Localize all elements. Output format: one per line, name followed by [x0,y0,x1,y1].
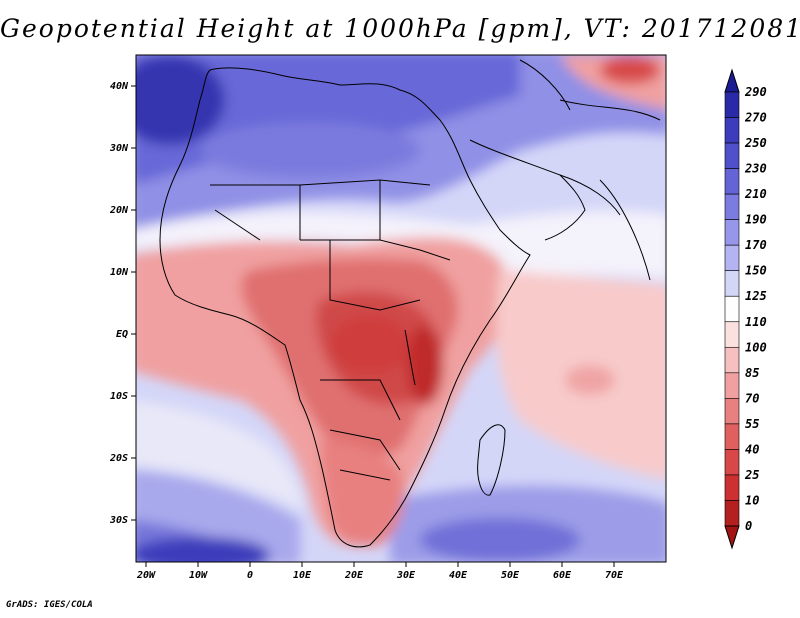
lat-label-20n: 20N [109,205,129,216]
colorbar-swatch [724,142,740,169]
colorbar-swatch [724,398,740,425]
colorbar-level-label: 70 [745,391,759,405]
colorbar-level-label: 40 [745,442,759,456]
lat-label-30s: 30S [109,515,128,526]
colorbar-swatch [724,449,740,476]
colorbar-swatch [724,219,740,246]
colorbar-swatch [724,474,740,501]
lon-label-10w: 10W [189,570,208,581]
colorbar-level-label: 110 [745,315,767,329]
colorbar-level-label: 85 [745,366,759,380]
colorbar-level-label: 190 [745,213,767,227]
map-title: Geopotential Height at 1000hPa [gpm], VT… [0,14,800,43]
colorbar-level-label: 170 [745,238,767,252]
lat-label-eq: EQ [116,329,128,340]
colorbar-level-label: 270 [744,111,767,125]
colorbar-swatch [724,117,740,144]
longitude-axis: 20W 10W 0 10E 20E 30E 40E 50E 60E 70E [136,562,624,581]
colorbar-level-label: 25 [744,468,759,482]
colorbar: 2902702502302101901701501251101008570554… [724,68,767,550]
lat-label-10s: 10S [110,391,128,402]
lon-label-10e: 10E [293,570,312,581]
colorbar-level-label: 230 [744,162,767,176]
colorbar-swatch [724,193,740,220]
latitude-axis: 40N 30N 20N 10N EQ 10S 20S 30S [109,81,136,526]
colorbar-swatch [724,168,740,195]
colorbar-level-label: 0 [745,519,752,533]
height-field [136,55,666,562]
lon-label-20w: 20W [136,570,156,581]
colorbar-extend-top [724,68,740,93]
colorbar-level-label: 250 [744,136,767,150]
colorbar-level-label: 125 [745,289,767,303]
colorbar-level-label: 100 [745,340,767,354]
colorbar-swatch [724,244,740,272]
colorbar-swatch [724,346,740,374]
colorbar-level-label: 55 [745,417,759,431]
lon-label-50e: 50E [501,570,520,581]
lon-label-60e: 60E [553,570,572,581]
colorbar-level-label: 290 [744,85,767,99]
credit-label: GrADS: IGES/COLA [6,600,93,610]
colorbar-swatch [724,270,740,297]
lat-label-30n: 30N [109,143,129,154]
lat-label-10n: 10N [110,267,129,278]
lat-label-40n: 40N [110,81,129,92]
lon-label-30e: 30E [396,570,416,581]
colorbar-swatch [724,295,740,323]
lon-label-20e: 20E [344,570,364,581]
colorbar-level-label: 210 [744,187,767,201]
colorbar-swatch [724,321,740,348]
coastlines [159,59,661,548]
colorbar-swatch [724,91,740,118]
lon-label-70e: 70E [605,570,624,581]
lat-label-20s: 20S [109,453,128,464]
colorbar-swatch [724,423,740,450]
lon-label-40e: 40E [449,570,468,581]
colorbar-swatch [724,372,740,399]
colorbar-swatch [724,500,740,527]
map-frame [135,54,667,563]
colorbar-level-label: 150 [745,264,767,278]
lon-label-0: 0 [247,570,253,581]
colorbar-level-label: 10 [745,493,759,507]
colorbar-extend-bottom [724,525,740,550]
